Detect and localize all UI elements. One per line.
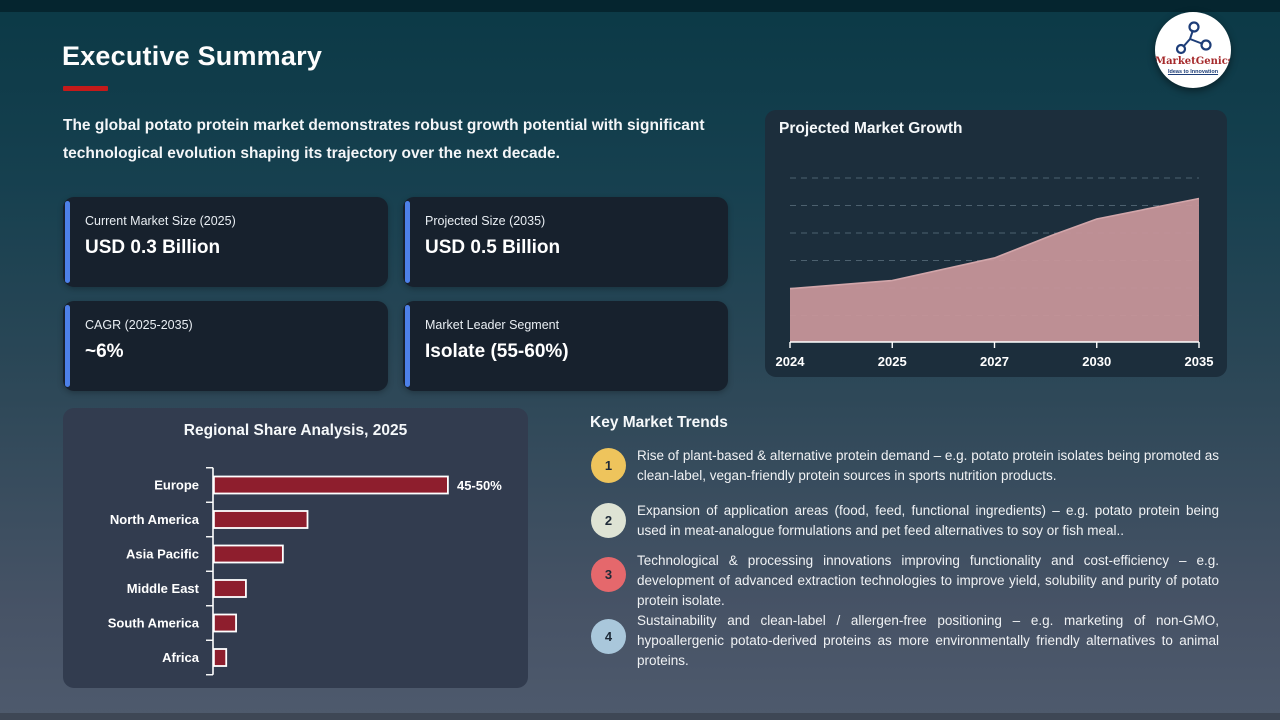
svg-text:South America: South America [108, 616, 200, 631]
svg-text:Africa: Africa [162, 650, 200, 665]
svg-text:2027: 2027 [980, 354, 1009, 369]
regional-bar-chart: Europe 45-50% North America Asia Pacific Mid… [108, 467, 502, 676]
stat-label: Market Leader Segment [425, 318, 560, 332]
stat-card-market-leader: Market Leader Segment Isolate (55-60%) [403, 301, 728, 391]
title-underline [63, 86, 108, 91]
logo-brand-name: MarketGenics [1155, 56, 1231, 67]
card-accent-bar [65, 201, 70, 283]
top-border-band [0, 0, 1280, 12]
svg-text:2030: 2030 [1082, 354, 1111, 369]
svg-text:2025: 2025 [878, 354, 907, 369]
stat-value: USD 0.5 Billion [425, 237, 561, 258]
stat-value: ~6% [85, 341, 124, 362]
svg-text:Middle East: Middle East [127, 581, 200, 596]
stat-value: Isolate (55-60%) [425, 341, 569, 362]
trend-number-badge: 4 [591, 619, 626, 654]
regional-share-panel: Regional Share Analysis, 2025 Europe 45-5… [63, 408, 528, 688]
marketgenics-logo: MarketGenics Ideas to Innovation [1155, 12, 1231, 88]
stat-card-projected-size: Projected Size (2035) USD 0.5 Billion [403, 197, 728, 287]
svg-text:45-50%: 45-50% [457, 478, 502, 493]
growth-area-chart: 2024 2025 2027 2030 2035 [776, 177, 1214, 369]
trend-item-text: Sustainability and clean-label / allerge… [637, 613, 1219, 668]
stat-label: CAGR (2025-2035) [85, 318, 193, 332]
trends-section-title: Key Market Trends [590, 414, 728, 431]
trend-number-badge: 1 [591, 448, 626, 483]
trend-item-text: Technological & processing innovations i… [637, 553, 1219, 608]
projected-market-growth-panel: Projected Market Growth 2024 2025 2027 2030… [765, 110, 1227, 377]
intro-paragraph: The global potato protein market demonst… [63, 117, 705, 162]
molecule-icon [1175, 21, 1212, 55]
logo-tagline: Ideas to Innovation [1167, 69, 1219, 75]
card-accent-bar [65, 305, 70, 387]
page-title: Executive Summary [62, 41, 323, 71]
stat-card-cagr: CAGR (2025-2035) ~6% [63, 301, 388, 391]
trend-item-text: Expansion of application areas (food, fe… [637, 503, 1219, 538]
regional-chart-title: Regional Share Analysis, 2025 [183, 422, 408, 439]
card-accent-bar [405, 305, 410, 387]
stat-label: Projected Size (2035) [425, 214, 546, 228]
svg-text:North America: North America [110, 512, 200, 527]
svg-text:Europe: Europe [154, 478, 199, 493]
trend-number-badge: 2 [591, 503, 626, 538]
stat-value: USD 0.3 Billion [85, 237, 221, 258]
svg-text:2035: 2035 [1185, 354, 1214, 369]
stat-label: Current Market Size (2025) [85, 214, 236, 228]
stat-card-current-market-size: Current Market Size (2025) USD 0.3 Billi… [63, 197, 388, 287]
svg-text:Asia Pacific: Asia Pacific [126, 547, 199, 562]
svg-text:2024: 2024 [776, 354, 806, 369]
growth-chart-title: Projected Market Growth [779, 120, 963, 137]
trend-item-text: Rise of plant-based & alternative protei… [637, 448, 1219, 483]
bottom-border-band [0, 713, 1280, 720]
card-accent-bar [405, 201, 410, 283]
trend-number-badge: 3 [591, 557, 626, 592]
